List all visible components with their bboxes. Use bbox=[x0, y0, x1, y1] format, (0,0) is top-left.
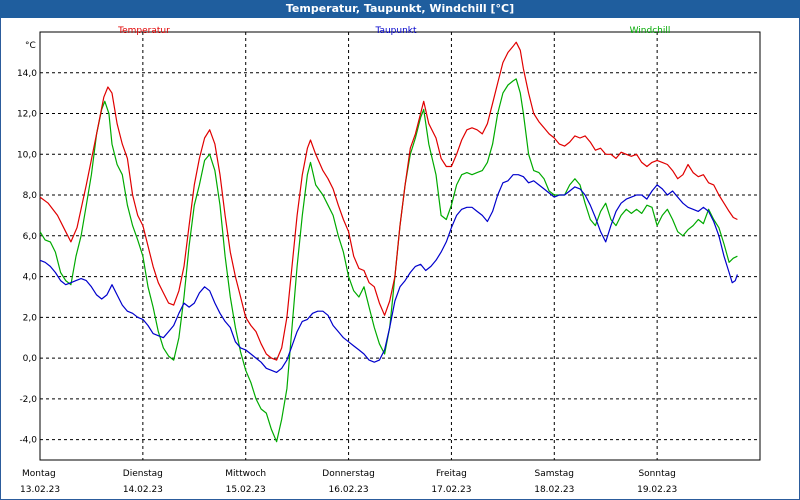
legend-temperatur: Temperatur bbox=[117, 26, 170, 36]
y-tick-label: 0,0 bbox=[23, 354, 38, 364]
series-line-windchill bbox=[39, 78, 738, 443]
x-tick-day: Sonntag bbox=[638, 469, 675, 479]
x-tick-date: 18.02.23 bbox=[534, 485, 574, 495]
grid bbox=[40, 31, 760, 460]
x-tick-date: 14.02.23 bbox=[123, 485, 163, 495]
legend: Temperatur Taupunkt Windchill bbox=[117, 26, 670, 36]
y-tick-label: 12,0 bbox=[17, 110, 37, 120]
y-tick-label: 14,0 bbox=[17, 69, 37, 79]
y-tick-label: 2,0 bbox=[23, 313, 38, 323]
legend-taupunkt: Taupunkt bbox=[374, 26, 417, 36]
x-tick-date: 17.02.23 bbox=[431, 485, 471, 495]
x-tick-day: Mittwoch bbox=[225, 469, 266, 479]
x-tick-date: 16.02.23 bbox=[329, 485, 369, 495]
x-tick-day: Freitag bbox=[436, 469, 467, 479]
chart-title: Temperatur, Taupunkt, Windchill [°C] bbox=[0, 0, 800, 18]
y-axis-ticks: -4,0 -2,0 0,0 2,0 4,0 6,0 8,0 10,0 12,0 14,0 bbox=[17, 69, 37, 446]
x-tick-day: Montag bbox=[22, 469, 56, 479]
y-tick-label: 4,0 bbox=[23, 273, 38, 283]
x-tick-date: 15.02.23 bbox=[226, 485, 266, 495]
legend-windchill: Windchill bbox=[630, 26, 671, 36]
y-tick-label: 10,0 bbox=[17, 150, 37, 160]
x-tick-day: Donnerstag bbox=[322, 469, 375, 479]
x-tick-day: Samstag bbox=[535, 469, 574, 479]
x-tick-date: 13.02.23 bbox=[20, 485, 60, 495]
y-axis-label: °C bbox=[25, 41, 36, 51]
x-axis-ticks: Montag 13.02.23 Dienstag 14.02.23 Mittwoch 15… bbox=[20, 469, 677, 495]
series-line-temperatur bbox=[39, 41, 738, 361]
y-tick-label: -2,0 bbox=[19, 395, 37, 405]
y-tick-label: -4,0 bbox=[19, 436, 37, 446]
plot-border bbox=[39, 31, 761, 461]
y-tick-label: 8,0 bbox=[23, 191, 38, 201]
x-tick-date: 19.02.23 bbox=[637, 485, 677, 495]
y-tick-label: 6,0 bbox=[23, 232, 38, 242]
series-group bbox=[39, 41, 738, 443]
series-line-taupunkt bbox=[39, 174, 738, 373]
x-tick-day: Dienstag bbox=[123, 469, 163, 479]
